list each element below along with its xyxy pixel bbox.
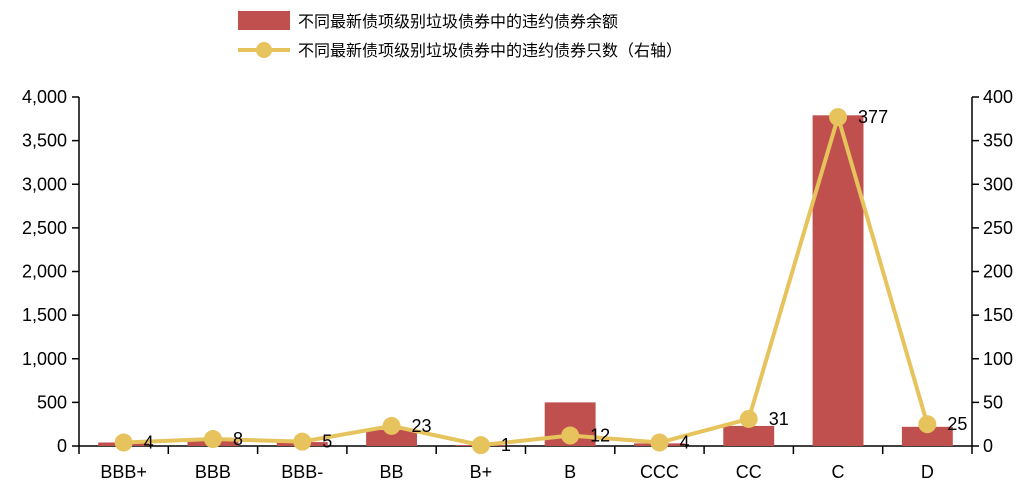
line-point (918, 415, 937, 434)
line-point (382, 416, 401, 435)
line-data-label: 4 (679, 433, 689, 453)
bar (812, 115, 864, 446)
y-left-tick-label: 1,000 (22, 349, 67, 369)
line-series (114, 108, 937, 455)
y-left-tick-label: 1,500 (22, 305, 67, 325)
line-point (203, 430, 222, 449)
category-label: BB (380, 462, 404, 482)
category-label: B (564, 462, 576, 482)
y-right-tick-label: 200 (983, 262, 1013, 282)
series-line (123, 115, 930, 448)
line-point (471, 436, 490, 455)
category-label: CC (736, 462, 762, 482)
line-data-label: 5 (322, 432, 332, 452)
y-left-tick-label: 2,000 (22, 262, 67, 282)
line-data-label: 1 (501, 435, 511, 455)
line-point (650, 433, 669, 452)
line-point (829, 108, 848, 127)
y-right-tick-label: 250 (983, 218, 1013, 238)
legend-line-marker (256, 42, 272, 58)
y-right-tick-label: 100 (983, 349, 1013, 369)
category-label: BBB (195, 462, 231, 482)
y-left-tick-label: 3,000 (22, 174, 67, 194)
y-right-tick-label: 350 (983, 131, 1013, 151)
y-right-tick-label: 50 (983, 392, 1003, 412)
legend: 不同最新债项级别垃圾债券中的违约债券余额 不同最新债项级别垃圾债券中的违约债券只… (238, 11, 682, 60)
axes: 0 500 1,000 1,500 2,000 2,500 3,000 3,500 4,000 0… (22, 87, 1013, 456)
category-label: BBB- (281, 462, 323, 482)
line-data-label: 377 (858, 107, 888, 127)
bar (723, 425, 775, 446)
y-left-tick-label: 0 (57, 436, 67, 456)
bar (366, 429, 418, 446)
category-label: CCC (640, 462, 679, 482)
line-point (114, 433, 133, 452)
data-labels: 4 8 5 23 1 12 4 31 377 25 (144, 107, 968, 455)
category-label: BBB+ (100, 462, 147, 482)
legend-line-label: 不同最新债项级别垃圾债券中的违约债券只数（右轴） (298, 41, 682, 60)
y-left-tick-label: 3,500 (22, 131, 67, 151)
legend-bar-swatch (238, 11, 290, 30)
y-right-tick-label: 300 (983, 174, 1013, 194)
y-right-tick-label: 150 (983, 305, 1013, 325)
line-data-label: 4 (144, 433, 154, 453)
category-label: B+ (470, 462, 493, 482)
line-data-label: 25 (947, 414, 967, 434)
y-left-tick-label: 4,000 (22, 87, 67, 107)
line-data-label: 31 (769, 409, 789, 429)
line-data-label: 12 (590, 426, 610, 446)
line-point (293, 432, 312, 451)
y-left-tick-label: 500 (37, 392, 67, 412)
line-point (561, 426, 580, 445)
bar (901, 426, 953, 446)
category-labels: BBB+ BBB BBB- BB B+ B CCC CC C D (100, 462, 933, 482)
line-data-label: 23 (412, 416, 432, 436)
line-point (739, 409, 758, 428)
y-left-tick-label: 2,500 (22, 218, 67, 238)
y-right-tick-label: 0 (983, 436, 993, 456)
legend-bar-label: 不同最新债项级别垃圾债券中的违约债券余额 (298, 12, 618, 31)
line-data-label: 8 (233, 429, 243, 449)
category-label: C (832, 462, 845, 482)
category-label: D (921, 462, 934, 482)
y-right-tick-label: 400 (983, 87, 1013, 107)
